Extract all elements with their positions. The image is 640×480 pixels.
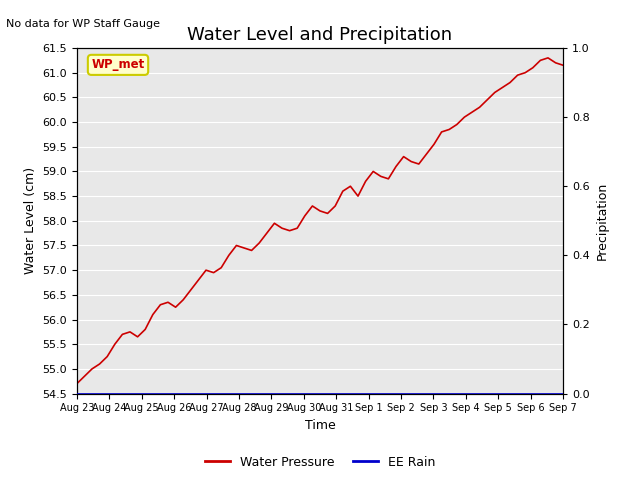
- Legend: Water Pressure, EE Rain: Water Pressure, EE Rain: [200, 451, 440, 474]
- Text: No data for WP Staff Gauge: No data for WP Staff Gauge: [6, 19, 161, 29]
- X-axis label: Time: Time: [305, 419, 335, 432]
- Text: WP_met: WP_met: [92, 59, 145, 72]
- Y-axis label: Water Level (cm): Water Level (cm): [24, 167, 36, 275]
- Y-axis label: Precipitation: Precipitation: [596, 181, 609, 260]
- Title: Water Level and Precipitation: Water Level and Precipitation: [188, 25, 452, 44]
